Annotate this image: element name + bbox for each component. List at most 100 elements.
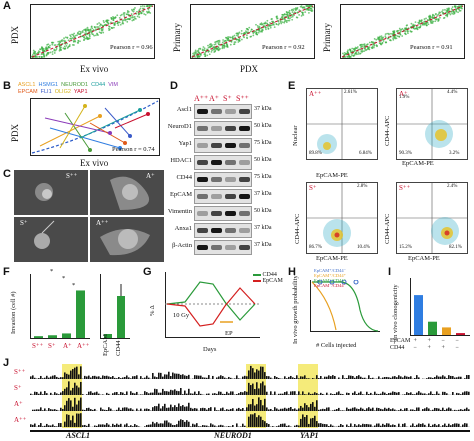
blot-kda: 75 kDa (254, 174, 272, 180)
blot-strip (194, 206, 252, 221)
f-xtick-cd44: CD44 (115, 340, 122, 356)
blot-stack: Ascl1 37 kDa NeuroD1 50 kDa Yap1 75 kDa HDAC1 5… (166, 104, 286, 264)
h-legend-1: EpCAM⁺/CD44⁻ (314, 268, 347, 273)
blot-label: CD44 (176, 174, 192, 181)
h-curve-2 (311, 281, 337, 331)
d-lane-4: S⁺⁺ (236, 94, 249, 103)
panel-g: % Δ Days CD44 EpCAM 10 Gy EP (143, 266, 288, 358)
e-row-label-1: Nuclear (292, 125, 299, 146)
j-highlight-ascl1 (62, 364, 82, 428)
f2-bar-cd44 (117, 296, 125, 338)
h-line-chart (310, 280, 380, 332)
g-line-chart (165, 272, 260, 338)
flow-2-q4: 3.2% (449, 151, 460, 156)
f2-bar-epcam (104, 334, 112, 338)
flow-plot-4: S⁺⁺ 2.4% 15.2% 82.1% (396, 182, 468, 254)
flow-4-tag: S⁺⁺ (399, 184, 411, 192)
flow-2-tag: A⁺ (399, 90, 408, 98)
j-highlight-neurod1 (246, 364, 266, 428)
gene-trajectory-plot (30, 98, 160, 156)
blot-band (225, 177, 236, 182)
d-lane-3: S⁺ (223, 94, 232, 103)
blot-band (225, 109, 236, 114)
scatter-plot-3 (340, 4, 465, 59)
blot-band (239, 228, 250, 233)
blot-kda: 50 kDa (254, 123, 272, 129)
micro-label-1: S⁺⁺ (66, 172, 78, 180)
b-pearson: Pearson r = 0.74 (112, 146, 155, 153)
blot-strip (194, 189, 252, 204)
d-lane-2: A⁺ (209, 94, 219, 103)
blot-band (211, 126, 222, 131)
legend-b-yap1: YAP1 (73, 89, 88, 95)
plot1-xlabel: Ex vivo (80, 64, 109, 74)
panel-letter-j: J (3, 357, 10, 369)
h-ylabel: In vivo growth probability (292, 275, 299, 344)
panel-d: A⁺⁺ A⁺ S⁺ S⁺⁺ Ascl1 37 kDa NeuroD1 50 kDa Ya… (166, 80, 286, 265)
b-xlabel: Ex vivo (80, 158, 109, 168)
j-gene-neurod1: NEUROD1 (214, 431, 252, 440)
blot-strip (194, 172, 252, 187)
panel-b: ASCL1 HSMG1 NEUROD1 CD44 VIM EPCAM FLI1 … (0, 80, 168, 168)
blot-label: β-Actin (172, 242, 192, 249)
scatter-plot-2 (190, 4, 315, 59)
micro-label-4: A⁺⁺ (96, 219, 109, 227)
j-track-label-3: A⁺ (14, 400, 23, 408)
blot-band (211, 194, 222, 199)
panel-e: A⁺⁺ 2.61% 89.8% 6.84% A⁺ 1.9% 4.4% 90.3%… (290, 80, 474, 265)
blot-row: EpCAM 37 kDa (166, 189, 286, 204)
i-bar-1 (414, 295, 423, 335)
blot-kda: 37 kDa (254, 191, 272, 197)
blot-band (197, 194, 208, 199)
j-track-3 (30, 397, 470, 411)
blot-kda: 50 kDa (254, 208, 272, 214)
blot-strip (194, 155, 252, 170)
micro-image-2: A⁺ (90, 170, 164, 215)
j-highlight-yap1 (298, 364, 318, 428)
h-legend-3: EpCAM⁻/CD44⁺ (314, 278, 347, 283)
blot-band (197, 228, 208, 233)
blot-band (225, 143, 236, 148)
j-track-1 (30, 365, 470, 379)
panel-c: S⁺⁺ A⁺ S⁺ A⁺⁺ (14, 170, 164, 262)
blot-band (197, 160, 208, 165)
flow-1-q2: 2.61% (344, 90, 357, 95)
f-xtick-3: A⁺ (63, 342, 72, 350)
panel-a: PDX Ex vivo Pearson r = 0.96 Primary PDX… (0, 0, 474, 80)
h-legend-2: EpCAM⁺/CD44⁺ (314, 273, 347, 278)
i-bar-4 (456, 333, 465, 335)
blot-band (211, 143, 222, 148)
blot-kda: 75 kDa (254, 140, 272, 146)
blot-band (197, 211, 208, 216)
blot-strip (194, 138, 252, 153)
h-legend-4: EpCAM⁻/CD44⁻ (314, 283, 347, 288)
blot-band (211, 245, 222, 250)
j-track-label-1: S⁺⁺ (14, 368, 26, 376)
blot-band (211, 211, 222, 216)
blot-band (211, 160, 222, 165)
micro-label-2: A⁺ (146, 172, 155, 180)
h-curve-1 (312, 281, 379, 332)
e-row-label-4: CD44-APC (384, 213, 391, 244)
g-series-cd44 (166, 281, 256, 321)
i-bar-chart (410, 278, 470, 336)
plot2-pearson: Pearson r = 0.92 (262, 44, 305, 51)
blot-kda: 37 kDa (254, 106, 272, 112)
panel-letter-i: I (388, 266, 392, 278)
legend-b-cd44: CD44 (91, 82, 106, 88)
legend-b-hsmg1: HSMG1 (38, 82, 59, 88)
blot-band (239, 143, 250, 148)
f-xtick-epcam: EpCAM (102, 333, 109, 356)
e-row-label-2: CD44-APC (384, 115, 391, 146)
blot-label: Anxa1 (174, 225, 192, 232)
panel-letter-e: E (288, 80, 296, 92)
h-xlabel: # Cells injected (316, 342, 357, 349)
flow-3-tag: S⁺ (309, 184, 317, 192)
blot-strip (194, 121, 252, 136)
blot-band (239, 211, 250, 216)
panel-j: S⁺⁺ S⁺ A⁺ A⁺⁺ ASCL1 NEUROD1 YAP1 (0, 360, 474, 441)
flow-1-q4: 6.84% (359, 151, 372, 156)
blot-row: Yap1 75 kDa (166, 138, 286, 153)
plot2-xlabel: PDX (240, 64, 259, 74)
blot-band (211, 228, 222, 233)
